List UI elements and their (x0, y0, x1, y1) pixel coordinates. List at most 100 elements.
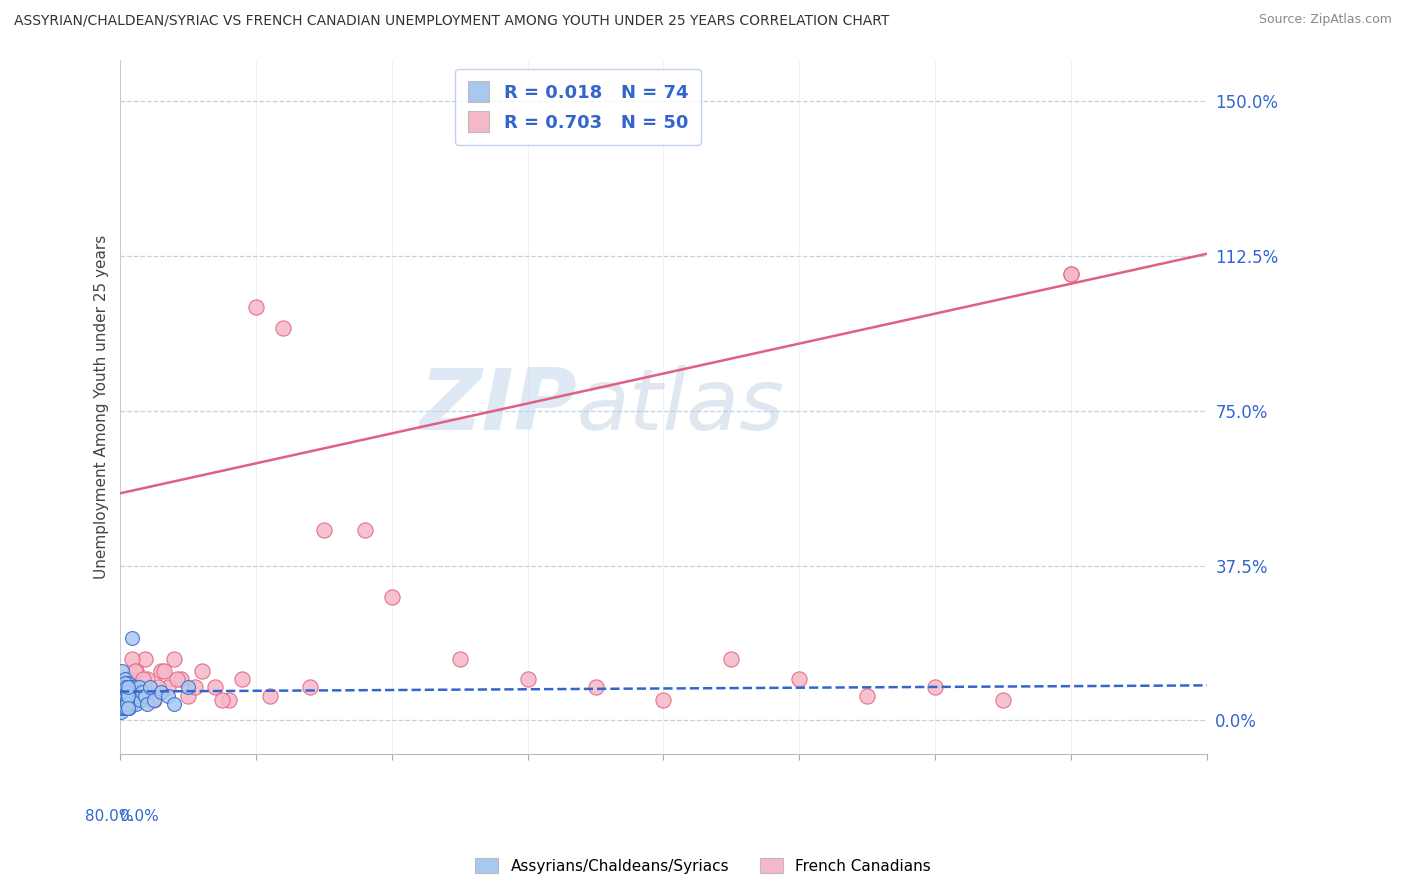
Point (124, 693, 146, 707)
Point (190, 664, 212, 678)
Point (139, 693, 162, 707)
Point (112, 701, 135, 715)
Point (117, 697, 139, 711)
Point (117, 697, 139, 711)
Point (143, 693, 166, 707)
Point (177, 689, 200, 703)
Point (110, 705, 132, 719)
Point (125, 664, 148, 678)
Text: atlas: atlas (576, 365, 785, 448)
Point (128, 681, 150, 695)
Point (117, 697, 139, 711)
Point (111, 701, 134, 715)
Point (117, 684, 139, 698)
Point (115, 681, 138, 695)
Text: 80.0%: 80.0% (86, 809, 134, 824)
Point (122, 689, 145, 703)
Legend: R = 0.018   N = 74, R = 0.703   N = 50: R = 0.018 N = 74, R = 0.703 N = 50 (456, 69, 702, 145)
Point (114, 701, 136, 715)
Point (134, 651, 156, 665)
Point (115, 684, 138, 698)
Point (117, 701, 139, 715)
Point (120, 672, 142, 686)
Point (117, 689, 139, 703)
Point (118, 701, 141, 715)
Point (118, 697, 141, 711)
Point (131, 684, 153, 698)
Point (110, 681, 132, 695)
Point (125, 697, 148, 711)
Point (121, 684, 143, 698)
Point (111, 693, 134, 707)
Point (299, 681, 322, 695)
Point (129, 681, 152, 695)
Point (115, 693, 138, 707)
Point (117, 676, 139, 690)
Point (163, 651, 186, 665)
Point (118, 681, 141, 695)
Point (163, 697, 186, 711)
Point (856, 689, 879, 703)
Point (110, 701, 132, 715)
Point (121, 631, 143, 645)
Point (156, 689, 179, 703)
Point (204, 681, 226, 695)
Point (114, 689, 136, 703)
Legend: Assyrians/Chaldeans/Syriacs, French Canadians: Assyrians/Chaldeans/Syriacs, French Cana… (470, 852, 936, 880)
Point (353, 524, 375, 538)
Point (924, 681, 946, 695)
Point (720, 651, 742, 665)
Point (143, 693, 166, 707)
Point (139, 681, 162, 695)
Point (111, 684, 134, 698)
Point (218, 693, 240, 707)
Point (112, 693, 135, 707)
Point (111, 693, 134, 707)
Point (177, 681, 200, 695)
Point (211, 693, 233, 707)
Point (652, 693, 675, 707)
Text: Source: ZipAtlas.com: Source: ZipAtlas.com (1258, 13, 1392, 27)
Point (114, 672, 136, 686)
Point (110, 693, 132, 707)
Point (117, 689, 139, 703)
Point (111, 684, 134, 698)
Point (128, 681, 150, 695)
Point (111, 697, 134, 711)
Point (112, 689, 135, 703)
Y-axis label: Unemployment Among Youth under 25 years: Unemployment Among Youth under 25 years (94, 235, 108, 579)
Point (134, 689, 156, 703)
Point (115, 689, 138, 703)
Point (112, 697, 135, 711)
Point (115, 701, 138, 715)
Point (114, 693, 136, 707)
Point (114, 681, 136, 695)
Point (1060, 268, 1083, 282)
Point (110, 697, 132, 711)
Point (114, 693, 136, 707)
Text: ZIP: ZIP (419, 365, 576, 448)
Point (156, 681, 179, 695)
Point (112, 701, 135, 715)
Point (127, 689, 149, 703)
Point (231, 672, 253, 686)
Point (136, 672, 159, 686)
Point (122, 689, 145, 703)
Point (184, 681, 207, 695)
Point (111, 681, 134, 695)
Point (149, 684, 172, 698)
Point (111, 689, 134, 703)
Point (112, 689, 135, 703)
Point (129, 693, 152, 707)
Point (114, 676, 136, 690)
Point (124, 664, 146, 678)
Point (120, 681, 142, 695)
Point (149, 664, 172, 678)
Point (271, 321, 294, 335)
Point (122, 681, 145, 695)
Point (245, 301, 267, 315)
Point (789, 672, 811, 686)
Point (114, 697, 136, 711)
Point (146, 681, 169, 695)
Point (121, 651, 143, 665)
